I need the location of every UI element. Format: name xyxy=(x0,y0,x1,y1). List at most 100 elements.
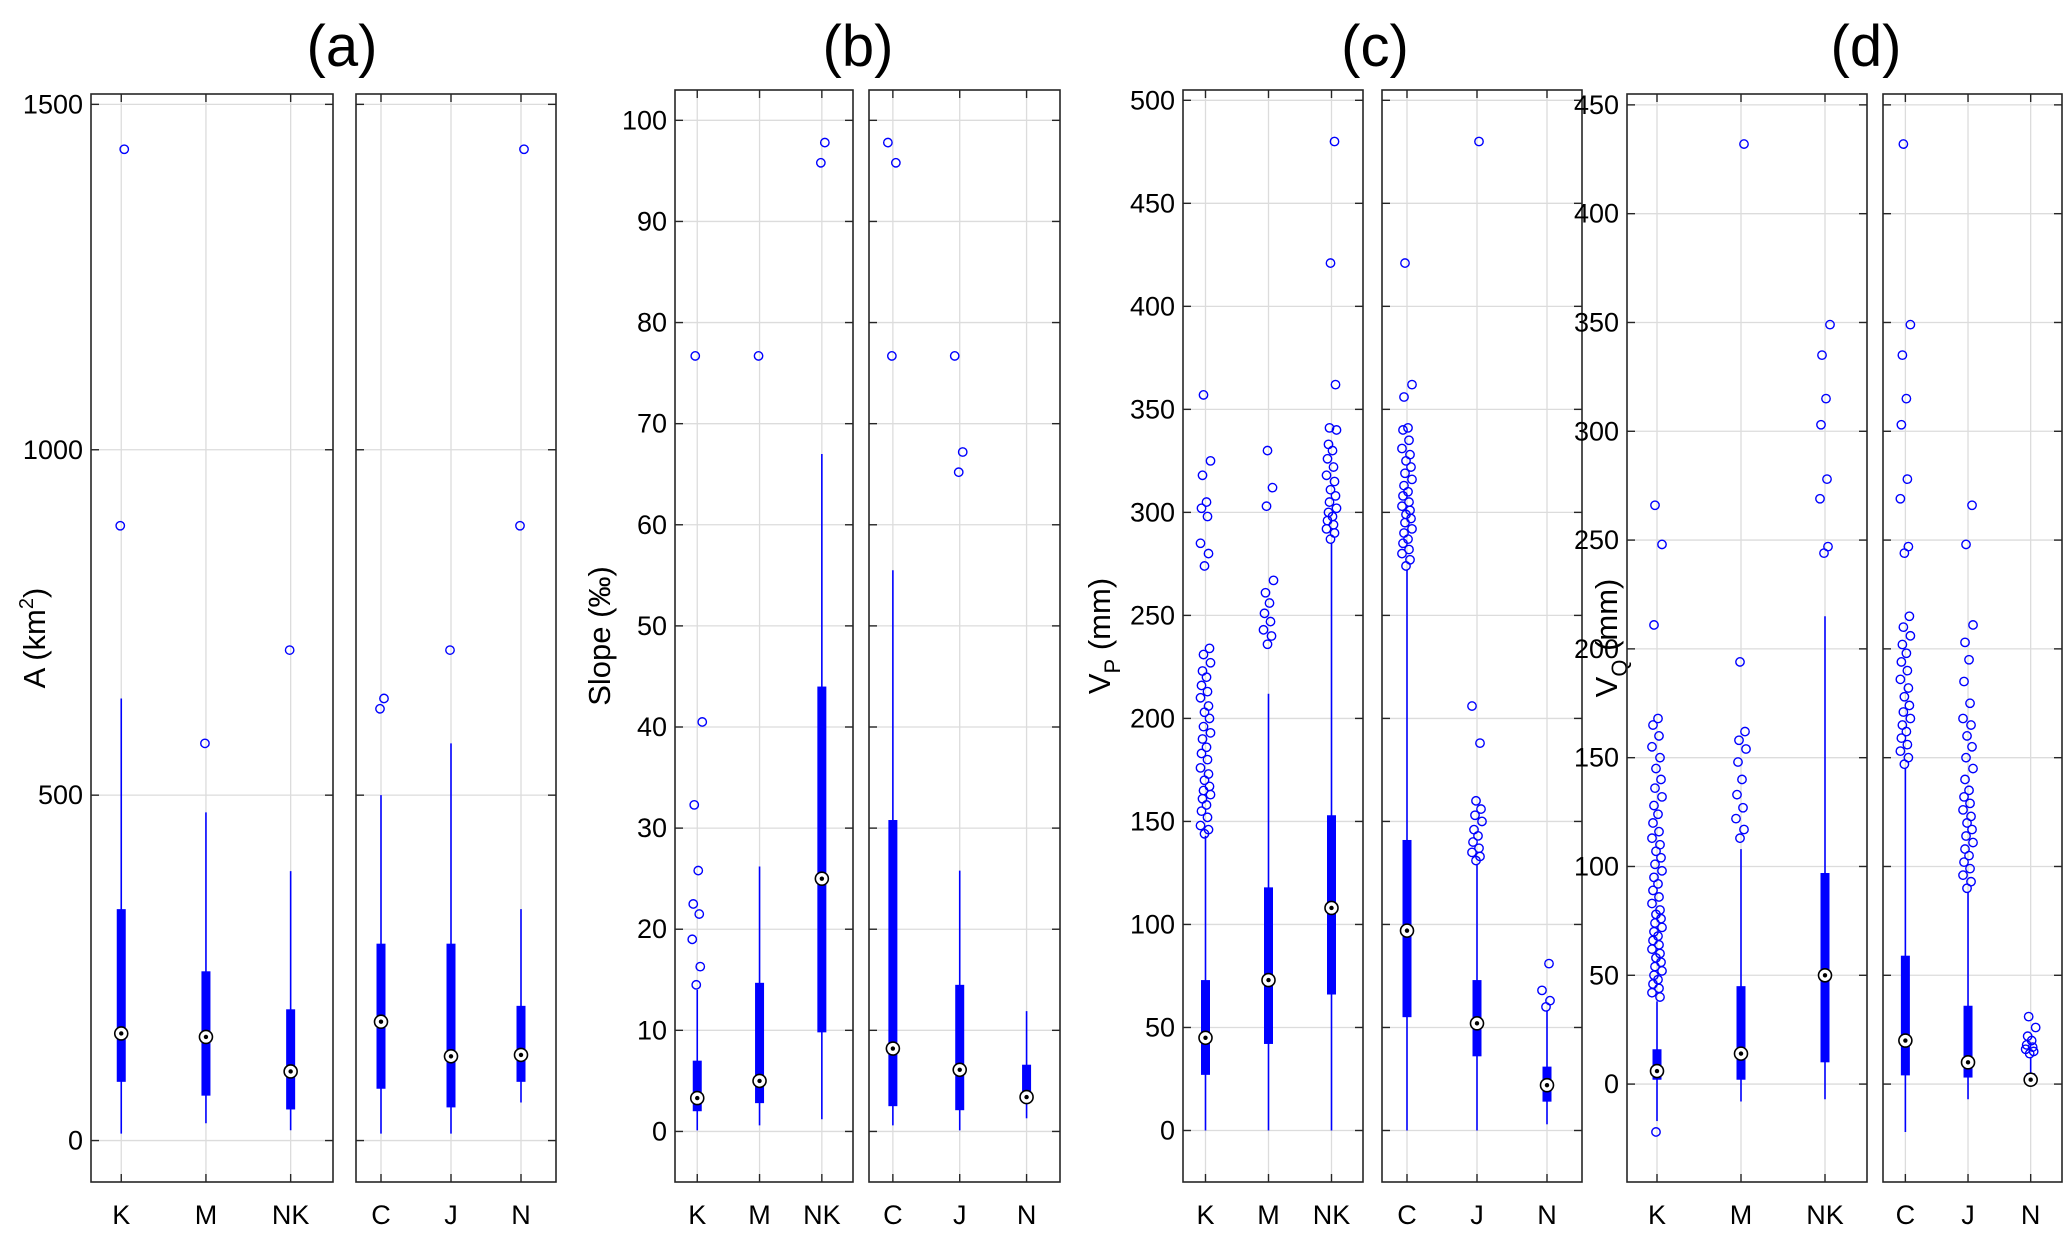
outlier-point xyxy=(2030,1022,2041,1033)
outlier-point xyxy=(1203,548,1214,559)
outlier-point xyxy=(1905,630,1916,641)
panel-d: (d) VQ (mm) 0 50 100 150 200 250 300 350 400 450 K M N… xyxy=(1574,14,2063,1230)
x-tick-label: N xyxy=(2021,1200,2041,1230)
box-body xyxy=(955,984,965,1111)
median-dot xyxy=(1544,1082,1550,1088)
outlier-point xyxy=(1195,762,1206,773)
outlier-point xyxy=(1901,648,1912,659)
outlier-point xyxy=(2027,1042,2038,1052)
axes-frame xyxy=(1182,89,1364,1183)
box-body xyxy=(692,1060,702,1112)
outlier-point xyxy=(1958,870,1968,881)
outlier-point xyxy=(1195,538,1206,549)
y-tick-label: 400 xyxy=(1130,291,1175,321)
outlier-point xyxy=(1967,500,1977,511)
outlier-point xyxy=(1898,707,1909,717)
axes-frame xyxy=(674,89,854,1183)
outlier-point xyxy=(1201,497,1212,507)
y-tick-label: 1500 xyxy=(23,89,83,119)
outlier-point xyxy=(1964,785,1974,796)
outlier-point xyxy=(1197,666,1208,676)
outlier-point xyxy=(1195,692,1206,703)
outlier-point xyxy=(693,865,704,876)
outlier-point xyxy=(1404,544,1414,555)
outlier-point xyxy=(1199,775,1210,786)
outlier-point xyxy=(1821,393,1831,404)
outlier-point xyxy=(1476,804,1486,814)
outlier-point xyxy=(1205,455,1216,466)
outlier-point xyxy=(1960,637,1970,648)
panel-title: (c) xyxy=(1341,14,1409,79)
outlier-point xyxy=(1898,622,1909,633)
box-M xyxy=(752,351,767,1126)
y-tick-label: 50 xyxy=(637,611,667,641)
y-axis-label-end: (mm) xyxy=(1589,579,1624,660)
outlier-point xyxy=(1198,785,1209,796)
median-dot xyxy=(203,1034,209,1040)
outlier-point xyxy=(1404,435,1414,446)
median-dot xyxy=(1822,973,1828,978)
outlier-point xyxy=(1323,439,1334,450)
y-tick-label: 10 xyxy=(637,1015,667,1045)
outlier-point xyxy=(1397,443,1407,454)
box-body xyxy=(755,982,765,1104)
outlier-point xyxy=(1404,497,1414,507)
outlier-point xyxy=(115,520,126,531)
outlier-point xyxy=(1958,805,1968,815)
box-J xyxy=(1958,500,1978,1100)
panel-title: (b) xyxy=(823,14,894,79)
outlier-point xyxy=(1654,983,1664,994)
median-dot xyxy=(119,1031,124,1036)
outlier-point xyxy=(1903,541,1914,552)
outlier-point xyxy=(1964,654,1974,665)
outlier-point xyxy=(1731,813,1741,824)
outlier-point xyxy=(1649,800,1659,811)
outlier-point xyxy=(200,738,210,749)
y-tick-label: 50 xyxy=(1145,1012,1175,1042)
y-tick-label: 30 xyxy=(637,813,667,843)
outlier-point xyxy=(1469,824,1479,835)
outlier-point xyxy=(1477,816,1487,827)
outlier-point xyxy=(519,144,529,155)
outlier-point xyxy=(1732,789,1742,800)
outlier-point xyxy=(819,137,830,148)
outlier-point xyxy=(1262,445,1273,456)
median-dot xyxy=(1024,1094,1029,1100)
outlier-point xyxy=(1259,608,1270,619)
outlier-point xyxy=(1406,462,1416,472)
outlier-point xyxy=(1822,474,1832,485)
outlier-point xyxy=(1325,534,1336,545)
outlier-point xyxy=(1649,872,1659,883)
outlier-point xyxy=(1325,484,1336,495)
outlier-point xyxy=(689,799,700,810)
y-axis-label: VP (mm) xyxy=(1082,578,1125,694)
outlier-point xyxy=(1966,811,1976,822)
outlier-point xyxy=(445,645,455,655)
outlier-point xyxy=(1901,393,1912,404)
outlier-point xyxy=(691,979,702,990)
outlier-point xyxy=(1817,350,1827,361)
box-body xyxy=(1264,887,1273,1044)
box-K xyxy=(1647,500,1667,1137)
y-tick-label: 400 xyxy=(1574,199,1619,229)
outlier-point xyxy=(1650,500,1660,511)
box-K xyxy=(687,351,708,1131)
outlier-point xyxy=(2023,1011,2034,1022)
box-J xyxy=(949,351,968,1131)
outlier-point xyxy=(1399,480,1409,491)
outlier-point xyxy=(1400,517,1410,528)
outlier-point xyxy=(1266,631,1277,641)
outlier-point xyxy=(1544,958,1554,969)
y-axis-label-main: V xyxy=(1589,676,1624,697)
outlier-point xyxy=(1328,519,1339,530)
outlier-point xyxy=(1471,795,1481,806)
x-tick-label: M xyxy=(195,1200,218,1230)
outlier-point xyxy=(1737,774,1747,785)
outlier-point xyxy=(515,520,525,531)
outlier-point xyxy=(1968,620,1978,630)
outlier-point xyxy=(1733,757,1743,767)
outlier-point xyxy=(1198,721,1209,732)
axes-1: 0 50 100 150 200 250 300 350 400 450 K M NK xyxy=(1574,90,1868,1230)
